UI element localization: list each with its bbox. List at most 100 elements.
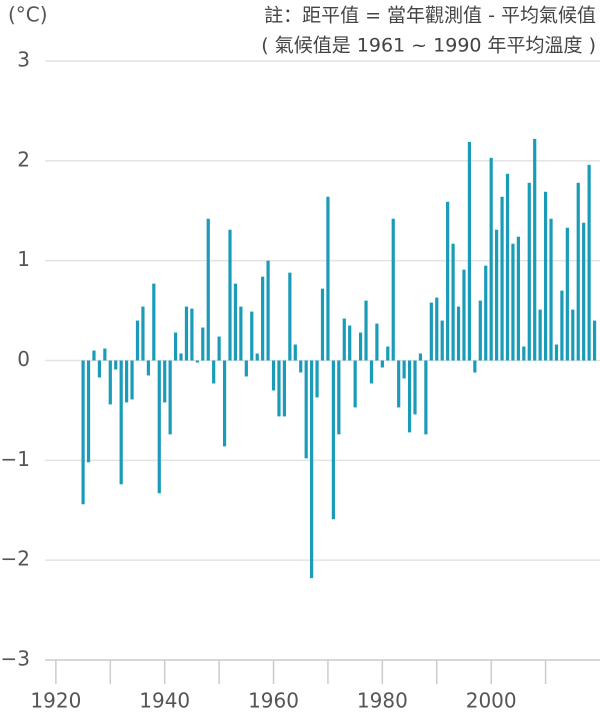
bar [522, 346, 526, 361]
bar [538, 309, 542, 361]
bar [592, 320, 597, 361]
bar [244, 360, 248, 377]
bar [331, 360, 335, 520]
bar [320, 288, 325, 361]
bar [391, 218, 395, 361]
bar [456, 306, 461, 361]
bar [348, 325, 352, 361]
x-tick-label: 1980 [357, 689, 408, 713]
bar [190, 308, 194, 361]
bar [86, 360, 91, 463]
bar [582, 222, 586, 361]
bar [369, 360, 374, 384]
bar [146, 360, 150, 376]
bar [549, 218, 553, 361]
bar [179, 353, 183, 361]
bar [212, 360, 216, 384]
x-tick-label: 2000 [466, 689, 517, 713]
x-tick-label: 1960 [248, 689, 299, 713]
bar [571, 309, 575, 361]
bar [462, 269, 466, 361]
bar [261, 276, 265, 361]
bar [576, 182, 580, 361]
bar [304, 360, 308, 459]
bar [418, 353, 423, 361]
bar [250, 311, 254, 361]
bar [81, 360, 85, 505]
bar [282, 360, 287, 417]
bar [565, 227, 569, 361]
x-tick-label: 1920 [30, 689, 81, 713]
note: 註：距平值 = 當年觀測值 - 平均氣候值 [264, 5, 596, 27]
bar [364, 300, 368, 361]
bar [233, 283, 238, 361]
y-tick-label: 0 [17, 347, 30, 371]
bar [271, 360, 276, 391]
bar [500, 196, 504, 361]
bar [337, 360, 341, 435]
bar [157, 360, 161, 494]
bar [489, 157, 493, 361]
bar [375, 323, 379, 361]
bar [554, 344, 559, 361]
bar [407, 360, 412, 433]
y-tick-label: 2 [17, 147, 30, 171]
bar [130, 360, 134, 400]
bar [125, 360, 129, 403]
bar [310, 360, 314, 579]
bar [92, 350, 96, 361]
bar [527, 182, 531, 361]
bar [114, 360, 118, 370]
bar [277, 360, 281, 417]
bar [473, 360, 477, 373]
bar [326, 196, 330, 361]
bar [402, 360, 406, 379]
bar [288, 272, 292, 361]
bar [184, 306, 189, 361]
subnote: ( 氣候值是 1961 ~ 1990 年平均溫度 ) [261, 35, 596, 57]
bar [587, 164, 591, 361]
unit-label: (°C) [8, 3, 48, 27]
bar [543, 191, 548, 361]
bar [413, 360, 417, 415]
bar [217, 336, 221, 361]
bar [97, 360, 102, 378]
bar [484, 265, 488, 361]
y-tick-label: 3 [17, 48, 30, 72]
bar [206, 218, 210, 361]
bar [446, 201, 450, 361]
y-tick-label: −3 [1, 647, 30, 671]
bar [511, 243, 515, 361]
bar [299, 360, 303, 373]
bar [255, 353, 259, 361]
bar [560, 290, 564, 361]
bar [141, 306, 145, 361]
bar [239, 306, 243, 361]
y-tick-label: 1 [17, 247, 30, 271]
bar [424, 360, 428, 435]
bar [163, 360, 167, 403]
bar [152, 283, 156, 361]
bar [380, 360, 384, 368]
bar [315, 360, 319, 398]
bar [168, 360, 172, 435]
bar [429, 302, 433, 361]
bar [201, 327, 205, 361]
bar [195, 360, 199, 363]
bar [451, 243, 455, 361]
bar [228, 229, 232, 361]
bar [467, 141, 472, 361]
bar [222, 360, 227, 447]
bar [358, 332, 363, 361]
bar [397, 360, 401, 408]
bar [516, 236, 520, 361]
bar [533, 138, 537, 361]
bar [478, 300, 482, 361]
bar [108, 360, 112, 405]
bar [173, 332, 178, 361]
y-tick-label: −2 [1, 547, 30, 571]
bar [266, 260, 270, 361]
bar [103, 348, 107, 361]
y-tick-label: −1 [1, 447, 30, 471]
